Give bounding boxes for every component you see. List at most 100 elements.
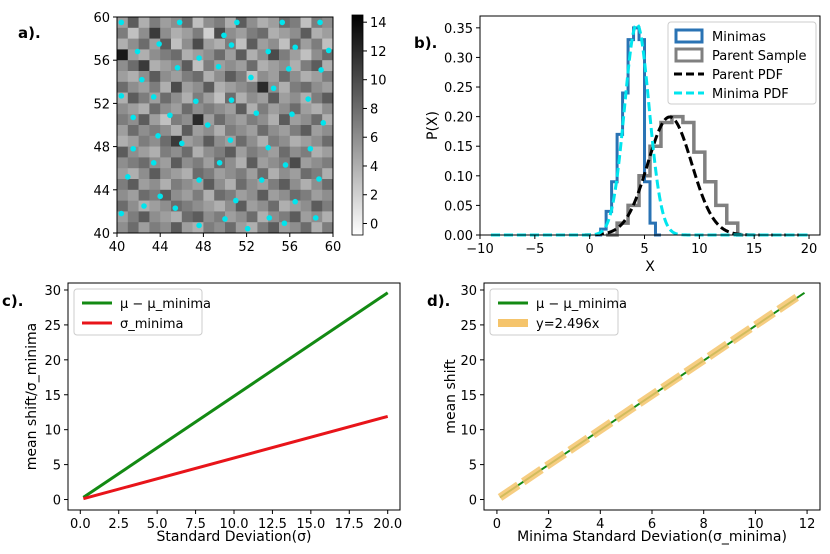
heatmap-cell: [311, 222, 323, 234]
heatmap-cell: [203, 179, 215, 191]
heatmap-cell: [257, 135, 269, 147]
x-tick-label: 5.0: [147, 517, 168, 532]
heatmap-cell: [138, 17, 150, 29]
heatmap-cell: [268, 222, 280, 234]
heatmap-cell: [225, 189, 237, 201]
heatmap-cell: [289, 157, 301, 169]
panel-d-label: d).: [427, 292, 450, 310]
y-tick-label: 5: [469, 459, 477, 474]
y-tick-label: 48: [93, 141, 110, 156]
heatmap-cell: [181, 222, 193, 234]
heatmap-cell: [225, 60, 237, 72]
heatmap-cell: [300, 146, 312, 158]
heatmap-cell: [117, 135, 129, 147]
heatmap-cell: [279, 189, 291, 201]
heatmap-cell: [203, 114, 215, 126]
minima-point: [228, 97, 235, 103]
heatmap-cell: [214, 103, 226, 115]
heatmap-cell: [181, 211, 193, 223]
y-tick-label: 0.15: [444, 140, 473, 155]
heatmap-cell: [235, 135, 247, 147]
heatmap-cell: [181, 38, 193, 50]
heatmap-cell: [171, 49, 183, 61]
minima-point: [196, 177, 202, 183]
heatmap-cell: [181, 49, 193, 61]
heatmap-cell: [127, 157, 139, 169]
heatmap-cell: [117, 200, 129, 212]
minima-point: [215, 63, 222, 70]
y-tick-label: 0.05: [444, 199, 473, 214]
minima-point: [174, 64, 181, 71]
heatmap-cell: [246, 125, 258, 137]
plot-frame: [479, 15, 821, 236]
heatmap-cell: [192, 168, 204, 180]
x-tick-label: 10: [691, 242, 708, 257]
minima-point: [292, 44, 299, 51]
minima-point: [265, 144, 272, 151]
heatmap-cell: [171, 135, 183, 147]
heatmap-cell: [171, 103, 183, 115]
heatmap-cell: [279, 114, 291, 126]
panel-b-label: b).: [414, 34, 437, 52]
heatmap-cell: [160, 103, 172, 115]
heatmap-cell: [235, 222, 247, 234]
heatmap-cell: [322, 179, 334, 191]
heatmap-cell: [268, 189, 280, 201]
heatmap-cell: [322, 71, 334, 83]
heatmap-cell: [127, 200, 139, 212]
heatmap-cell: [225, 114, 237, 126]
heatmap-cell: [246, 17, 258, 29]
heatmap-cell: [289, 211, 301, 223]
heatmap-cell: [214, 81, 226, 93]
heatmap-cell: [279, 81, 291, 93]
heatmap-cell: [214, 146, 226, 158]
heatmap-cell: [117, 103, 129, 115]
heatmap-cell: [192, 71, 204, 83]
heatmap-cell: [192, 179, 204, 191]
heatmap-cell: [279, 92, 291, 104]
y-tick-label: 0.10: [444, 170, 473, 185]
heatmap-cell: [279, 27, 291, 39]
heatmap-cell: [160, 222, 172, 234]
heatmap-cell: [127, 81, 139, 93]
heatmap-cell: [192, 189, 204, 201]
legend-label: σ_minima: [120, 317, 184, 332]
heatmap-cell: [127, 60, 139, 72]
heatmap-cell: [138, 189, 150, 201]
heatmap-cell: [257, 222, 269, 234]
x-tick-label: 44: [152, 240, 169, 255]
heatmap-cell: [268, 103, 280, 115]
heatmap-cell: [138, 222, 150, 234]
heatmap-cell: [311, 103, 323, 115]
heatmap-cell: [181, 125, 193, 137]
heatmap-cell: [160, 135, 172, 147]
heatmap-cell: [311, 135, 323, 147]
heatmap-cell: [235, 200, 247, 212]
heatmap-cell: [300, 38, 312, 50]
minima-point: [244, 225, 251, 232]
heatmap-cell: [289, 103, 301, 115]
heatmap-cell: [117, 222, 129, 234]
colorbar-tick-label: 0: [370, 217, 378, 232]
heatmap-cell: [300, 27, 312, 39]
heatmap-cell: [171, 71, 183, 83]
heatmap-cell: [257, 114, 269, 126]
heatmap-cell: [257, 71, 269, 83]
heatmap-cell: [171, 27, 183, 39]
x-tick-label: −10: [466, 242, 493, 257]
heatmap-cell: [225, 179, 237, 191]
heatmap-cell: [127, 179, 139, 191]
minima-point: [179, 140, 185, 147]
heatmap-cell: [117, 157, 129, 169]
heatmap-cell: [311, 17, 323, 29]
heatmap-cell: [300, 114, 312, 126]
heatmap-cell: [279, 211, 291, 223]
minima-point: [266, 215, 273, 221]
heatmap-cell: [149, 168, 161, 180]
heatmap-cell: [300, 103, 312, 115]
minima-point: [125, 174, 131, 180]
heatmap-cell: [257, 179, 269, 191]
y-tick-label: 60: [93, 11, 110, 26]
heatmap-cell: [289, 38, 301, 50]
